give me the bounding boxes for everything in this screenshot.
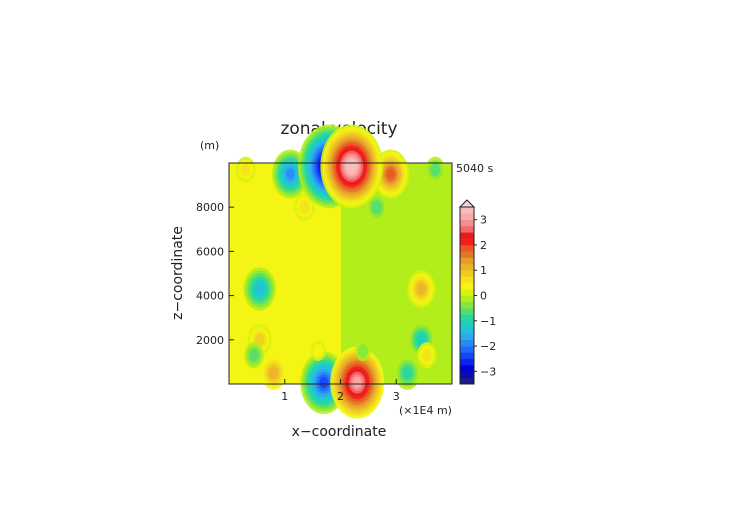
colorbar-swatch: [460, 314, 474, 322]
contour-ring: [319, 377, 329, 389]
colorbar-tick-label: 0: [480, 290, 487, 303]
colorbar-swatch: [460, 213, 474, 220]
contour-cell-13: [366, 193, 388, 222]
contour-ring: [430, 163, 441, 177]
colorbar-swatch: [460, 320, 474, 328]
colorbar-tick-label: 1: [480, 264, 487, 277]
colorbar-swatch: [460, 301, 474, 309]
colorbar-swatch: [460, 352, 474, 360]
contour-ring: [313, 344, 324, 358]
colorbar-swatch: [460, 308, 474, 315]
contour-ring: [371, 200, 382, 215]
x-axis-ticks: 1 2 3: [281, 379, 400, 403]
contour-ring: [402, 366, 413, 380]
colorbar-swatch: [460, 289, 474, 296]
colorbar-swatch: [460, 371, 474, 378]
colorbar-swatch: [460, 257, 474, 265]
contour-cell-12: [293, 193, 315, 222]
x-axis-label: x−coordinate: [292, 424, 387, 440]
contour-cell-7: [394, 356, 420, 390]
contour-ring: [286, 168, 295, 180]
colorbar-swatch: [460, 333, 474, 341]
contour-ring: [357, 344, 368, 358]
y-axis-ticks: 2000 4000 6000 8000: [196, 201, 234, 347]
contour-ring: [255, 282, 265, 296]
y-axis-label: z−coordinate: [170, 226, 186, 320]
contour-ring: [386, 168, 395, 180]
colorbar: 3 2 1 0 −1 −2 −3: [458, 199, 496, 385]
x-tick-label: 1: [281, 390, 288, 403]
contour-cell-0: [243, 267, 276, 311]
colorbar-swatch: [460, 225, 474, 233]
y-tick-label: 6000: [196, 245, 224, 258]
contour-cell-20: [310, 340, 326, 361]
x-tick-label: 3: [393, 390, 400, 403]
contour-cell-11: [330, 346, 385, 419]
colorbar-swatch: [460, 358, 474, 366]
colorbar-swatch: [460, 251, 474, 258]
colorbar-swatch: [460, 339, 474, 347]
colorbar-swatch: [460, 207, 474, 214]
colorbar-swatch: [460, 282, 474, 290]
contour-cell-4: [244, 342, 264, 369]
colorbar-tick-label: 2: [480, 239, 487, 252]
y-tick-label: 8000: [196, 201, 224, 214]
colorbar-swatch: [460, 295, 474, 303]
colorbar-swatch: [460, 219, 474, 227]
contour-ring: [347, 161, 356, 172]
colorbar-swatch: [460, 270, 474, 277]
contour-ring: [240, 163, 251, 177]
colorbar-swatch: [460, 276, 474, 284]
y-unit-label: (m): [200, 139, 219, 152]
time-label: 5040 s: [456, 162, 493, 175]
contour-ring: [416, 282, 427, 296]
colorbar-tick-label: −3: [480, 365, 496, 378]
colorbar-swatch: [460, 244, 474, 252]
contour-cell-21: [355, 340, 371, 361]
contour-cell-5: [417, 342, 437, 369]
colorbar-swatch: [460, 365, 474, 372]
colorbar-swatch: [460, 232, 474, 239]
contour-cell-6: [261, 356, 287, 390]
contour-ring: [299, 200, 310, 215]
y-tick-label: 4000: [196, 290, 224, 303]
contour-ring: [353, 377, 362, 389]
contour-ring: [249, 348, 259, 362]
contour-ring: [254, 333, 265, 347]
colorbar-swatch: [460, 377, 474, 385]
colorbar-tick-label: −2: [480, 340, 496, 353]
contour-cell-17: [320, 124, 383, 209]
colorbar-swatch: [460, 238, 474, 246]
x-tick-label: 2: [337, 390, 344, 403]
contour-ring: [268, 366, 279, 380]
colorbar-swatch: [460, 263, 474, 271]
colorbar-tick-label: 3: [480, 214, 487, 227]
colorbar-tick-label: −1: [480, 315, 496, 328]
contour-ring: [416, 333, 426, 346]
x-unit-label: (×1E4 m): [399, 404, 452, 417]
contour-cell-3: [408, 322, 435, 358]
contour-cell-1: [407, 270, 436, 308]
y-tick-label: 2000: [196, 334, 224, 347]
contour-cell-19: [425, 156, 445, 183]
colorbar-extend-top: [458, 199, 476, 208]
contour-cell-18: [236, 156, 256, 183]
colorbar-swatch: [460, 346, 474, 353]
contour-ring: [422, 348, 432, 362]
plot-area: 1 2 3 2000 4000 6000 8000: [196, 124, 453, 419]
colorbar-swatch: [460, 327, 474, 334]
